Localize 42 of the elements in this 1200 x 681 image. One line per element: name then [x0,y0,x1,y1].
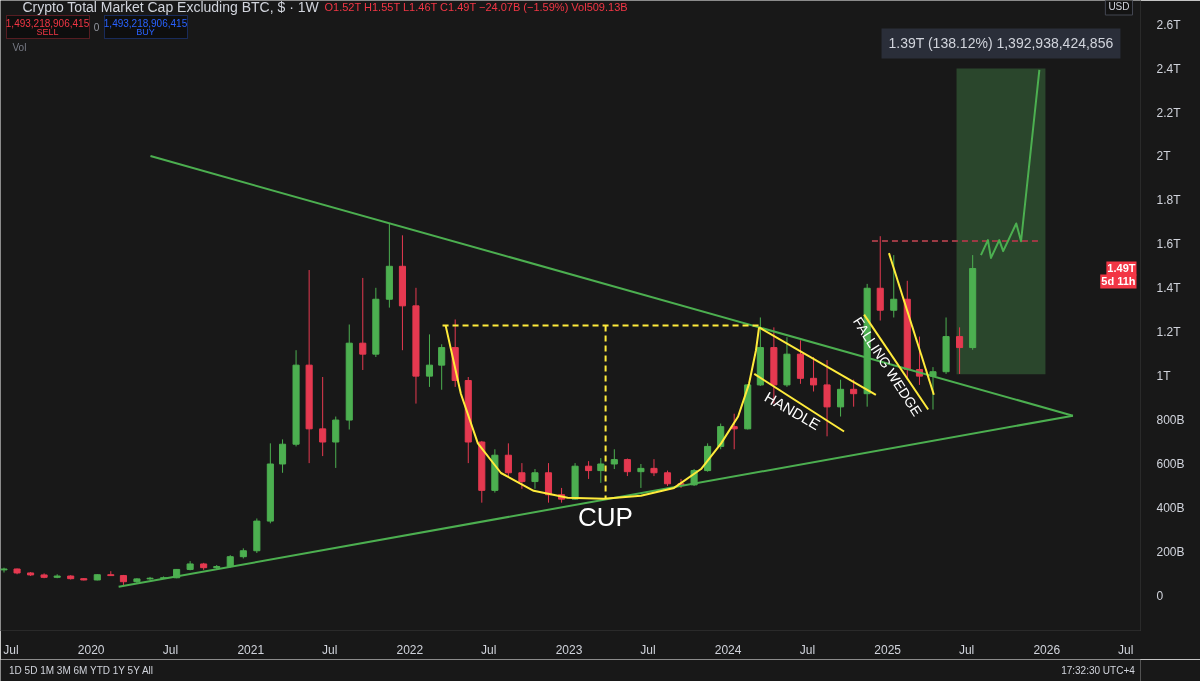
y-tick-label: 2.4T [1156,61,1182,76]
y-tick-label: 1.4T [1156,281,1182,296]
y-tick-label: 800B [1156,413,1185,428]
x-tick-label: 2022 [396,642,424,657]
y-tick-label: 2T [1156,149,1172,164]
annotation: CUP [578,501,633,532]
annotation: 5d 11h [1101,275,1136,288]
annotation: 1.39T (138.12%) 1,392,938,424,856 [888,35,1114,52]
x-tick-label: Jul [481,642,497,657]
x-tick-label: 2023 [555,642,583,657]
x-tick-label: Jul [321,642,338,657]
annotation: 1,493,218,906,415 [103,17,188,29]
x-tick-label: 2020 [77,642,105,657]
chart-subtitle: O1.52T H1.55T L1.46T C1.49T −24.07B (−1.59%) Vol509.13B [324,0,628,13]
x-tick-label: Jul [799,642,816,657]
y-tick-label: 2.2T [1156,105,1182,120]
x-tick-label: 2026 [1033,642,1061,657]
annotation: 0 [93,21,100,33]
y-tick-label: 1.6T [1156,237,1182,252]
y-tick-label: 0 [1156,588,1164,603]
y-tick-label: 200B [1156,544,1185,559]
x-tick-label: Jul [1118,642,1134,657]
x-tick-label: Jul [958,642,975,657]
text: 1D 5D 1M 3M 6M YTD 1Y 5Y All [9,665,153,676]
x-tick-label: Jul [3,642,19,657]
y-tick-label: 1T [1156,369,1172,384]
y-tick-label: 2.6T [1156,17,1182,32]
y-tick-label: 600B [1156,456,1185,471]
chart-title: Crypto Total Market Cap Excluding BTC, $ · 1W [22,0,320,15]
text: 17:32:30 UTC+4 [1061,665,1136,676]
x-tick-label: 2024 [714,642,742,657]
y-tick-label: 1.8T [1156,193,1182,208]
x-tick-label: Jul [640,642,656,657]
annotation: USD [1108,1,1130,12]
x-tick-label: 2025 [874,642,902,657]
y-tick-label: 1.2T [1156,325,1182,340]
x-tick-label: Jul [162,642,179,657]
annotation: 1.49T [1107,262,1136,275]
annotation: BUY [136,26,155,37]
y-tick-label: 400B [1156,500,1185,515]
x-tick-label: 2021 [237,642,265,657]
annotation: Vol [12,42,27,53]
